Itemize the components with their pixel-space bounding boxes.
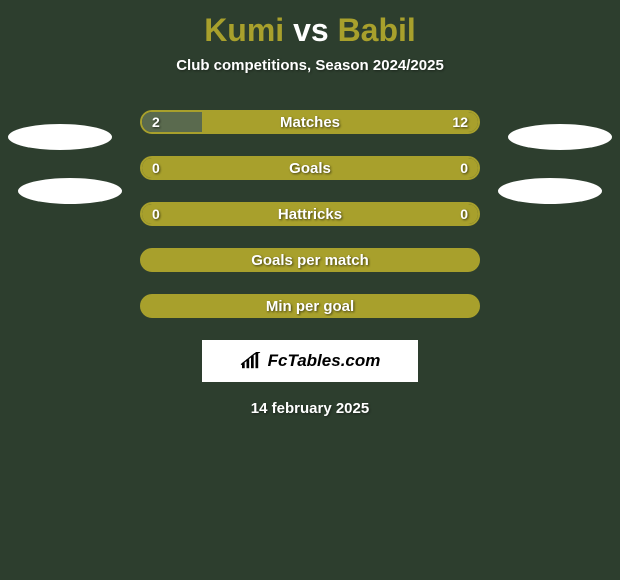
stat-value-right: 0 [460,204,468,224]
date-text: 14 february 2025 [0,400,620,417]
stat-label: Matches [142,112,478,132]
stat-row: Min per goal [0,294,620,318]
placeholder-ellipse [8,124,112,150]
stat-row: Goals per match [0,248,620,272]
title-vs: vs [293,12,329,48]
stat-label: Goals per match [142,250,478,270]
bar-chart-icon [240,352,262,370]
stat-label: Hattricks [142,204,478,224]
placeholder-ellipse [498,178,602,204]
stat-row: Hattricks0 0 [0,202,620,226]
stat-bar: Matches2 12 [140,110,480,134]
title-left: Kumi [204,12,284,48]
page-title: Kumi vs Babil [0,0,620,49]
stat-bar: Min per goal [140,294,480,318]
subtitle: Club competitions, Season 2024/2025 [0,57,620,74]
stat-value-left: 0 [152,158,160,178]
stat-label: Min per goal [142,296,478,316]
stat-bar: Goals per match [140,248,480,272]
logo-text: FcTables.com [268,351,381,371]
stat-bar: Hattricks0 0 [140,202,480,226]
site-logo[interactable]: FcTables.com [202,340,418,382]
stat-value-right: 0 [460,158,468,178]
stat-row: Goals0 0 [0,156,620,180]
stat-bar: Goals0 0 [140,156,480,180]
stat-value-left: 0 [152,204,160,224]
stat-label: Goals [142,158,478,178]
stat-value-right: 12 [452,112,468,132]
stat-value-left: 2 [152,112,160,132]
title-right: Babil [338,12,416,48]
placeholder-ellipse [508,124,612,150]
placeholder-ellipse [18,178,122,204]
